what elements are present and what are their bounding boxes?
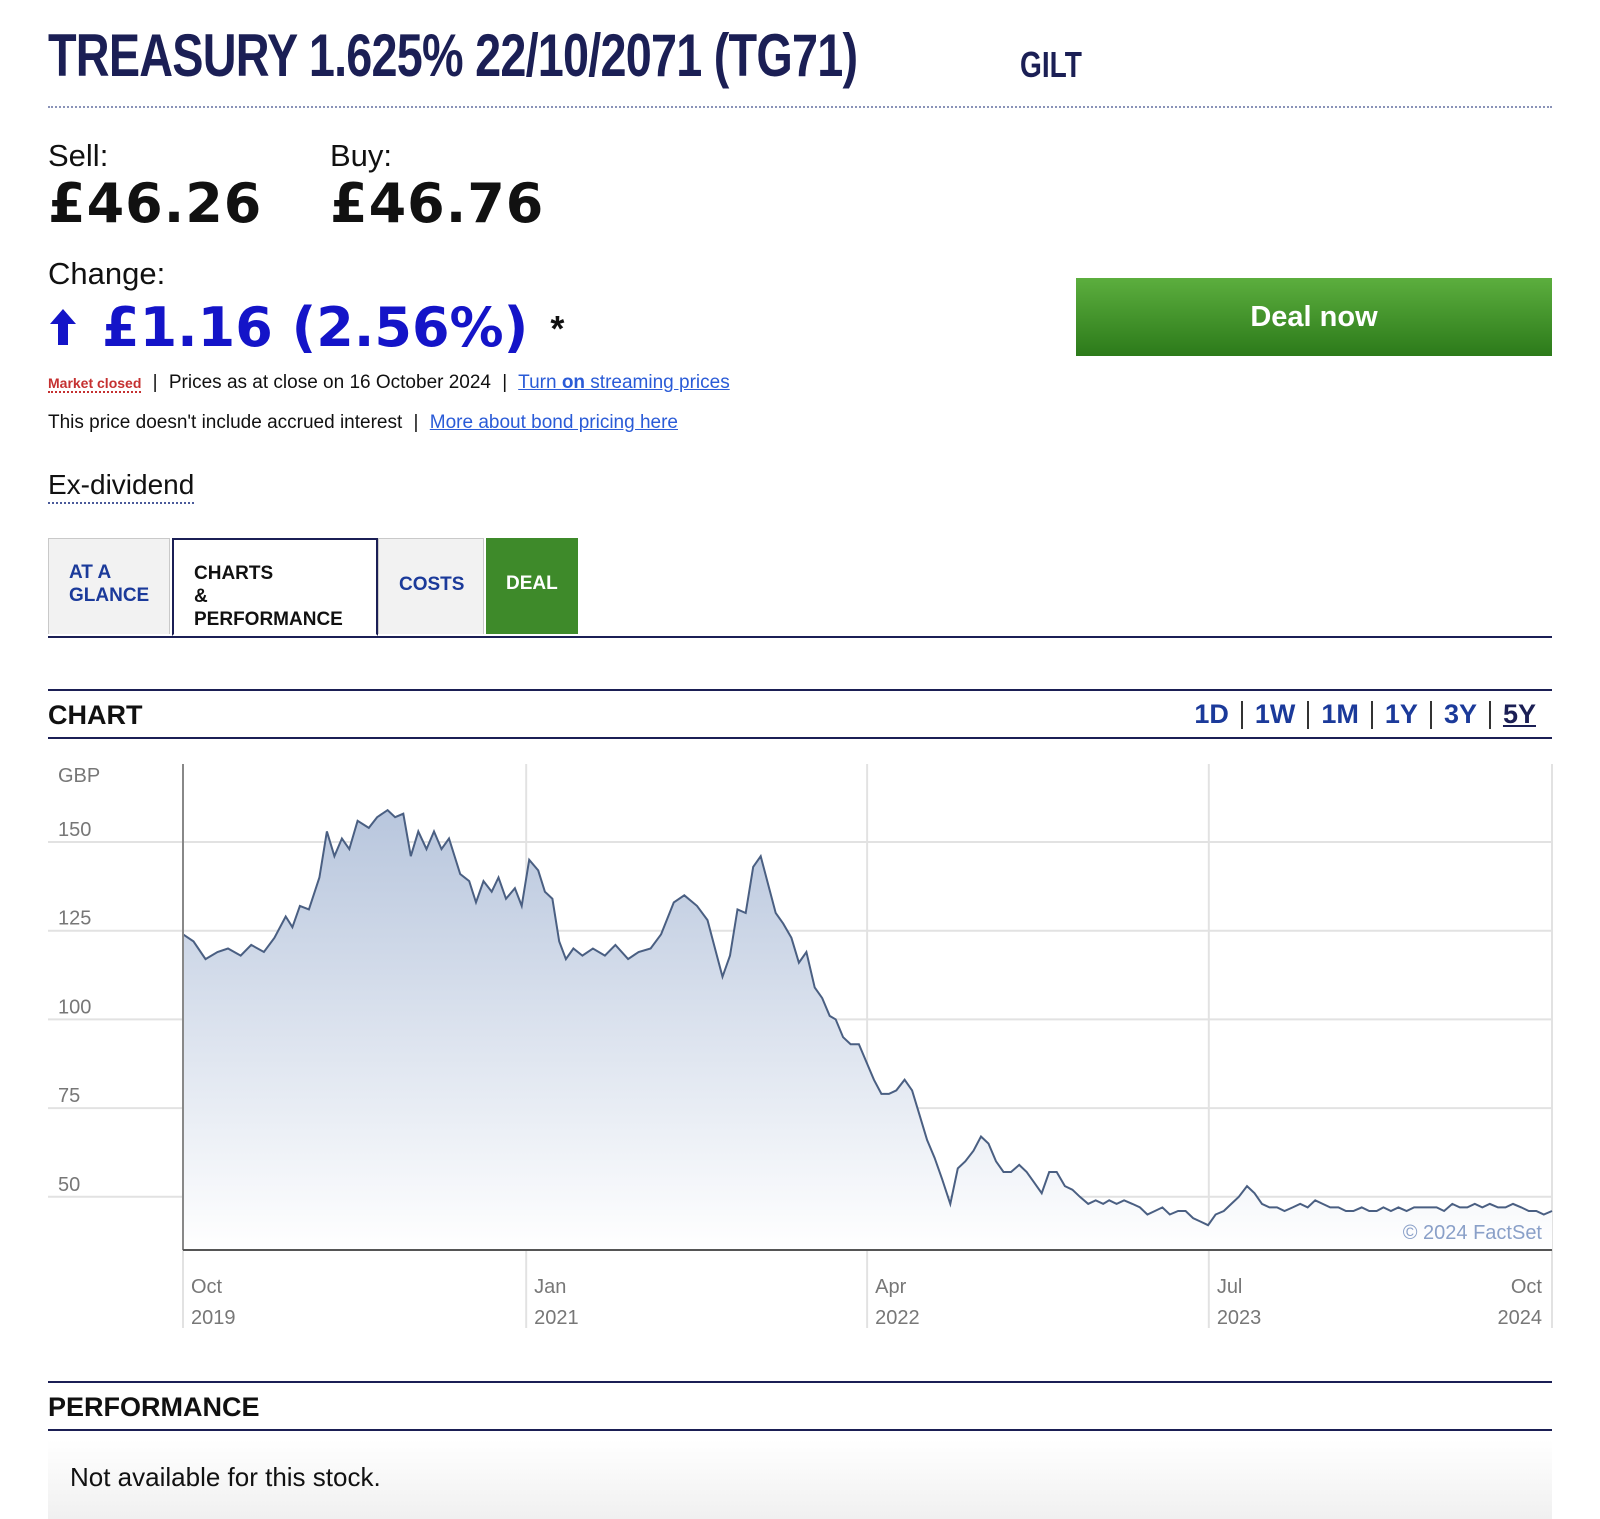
x-tick-month: Jan	[534, 1276, 566, 1298]
performance-message: Not available for this stock.	[70, 1462, 381, 1492]
x-tick-month: Apr	[875, 1276, 906, 1298]
accrued-interest-note: This price doesn't include accrued inter…	[48, 412, 403, 433]
chart-section-header: CHART 1D 1W 1M 1Y 3Y 5Y	[48, 689, 1552, 739]
x-tick-year: 2024	[1498, 1307, 1543, 1329]
divider	[1488, 700, 1491, 729]
divider: |	[413, 412, 419, 433]
streaming-link-suffix: streaming prices	[585, 372, 730, 393]
tab-at-a-glance[interactable]: AT A GLANCE	[48, 538, 170, 634]
x-tick-month: Jul	[1217, 1276, 1243, 1298]
sell-label: Sell:	[48, 138, 109, 173]
y-axis-unit-label: GBP	[58, 765, 100, 787]
change-footnote-marker: *	[550, 308, 565, 349]
streaming-prices-link[interactable]: Turn on streaming prices	[518, 372, 730, 393]
prices-as-at-text: Prices as at close on 16 October 2024	[168, 372, 492, 393]
divider	[1370, 700, 1373, 729]
sell-price: £46.26	[48, 172, 263, 235]
y-tick-label: 150	[58, 819, 91, 841]
streaming-link-prefix: Turn	[518, 372, 562, 393]
arrow-up-icon	[50, 309, 76, 345]
accrued-interest-line: This price doesn't include accrued inter…	[48, 412, 678, 434]
chart-price-line	[182, 808, 1553, 1227]
divider	[1307, 700, 1310, 729]
period-1m[interactable]: 1M	[1321, 699, 1359, 729]
tab-bar: AT A GLANCE CHARTS & PERFORMANCE COSTS D…	[48, 538, 1552, 638]
period-1y[interactable]: 1Y	[1384, 699, 1418, 729]
price-chart[interactable]: 150 125 100 75 50 GBP Oct 2019 Jan 2021 Apr 2022 Jul…	[0, 0, 1600, 1360]
period-1w[interactable]: 1W	[1254, 699, 1296, 729]
performance-section-title: PERFORMANCE	[48, 1392, 260, 1422]
tab-label-line1: CHARTS	[194, 563, 274, 584]
chart-copyright: © 2024 FactSet	[1403, 1222, 1543, 1244]
divider: |	[502, 372, 508, 393]
instrument-type-label: GILT	[1020, 44, 1082, 85]
y-tick-label: 100	[58, 996, 91, 1018]
bond-pricing-link[interactable]: More about bond pricing here	[429, 412, 678, 433]
divider	[1429, 700, 1432, 729]
buy-label: Buy:	[330, 138, 393, 173]
x-tick-year: 2021	[534, 1307, 579, 1329]
chart-axes: 150 125 100 75 50 GBP Oct 2019 Jan 2021 Apr 2022 Jul…	[58, 764, 1552, 1329]
y-tick-label: 50	[58, 1174, 80, 1196]
price-status-line: Market closed | Prices as at close on 16…	[48, 372, 730, 394]
period-3y[interactable]: 3Y	[1443, 699, 1477, 729]
price-change: £1.16 (2.56%) *	[48, 294, 564, 360]
tab-label-line1: AT A	[69, 562, 112, 583]
y-tick-label: 75	[58, 1085, 80, 1107]
performance-panel: Not available for this stock.	[48, 1440, 1552, 1519]
tab-deal[interactable]: DEAL	[486, 538, 578, 634]
streaming-link-bold: on	[561, 372, 586, 393]
tab-label-line2: & PERFORMANCE	[194, 586, 343, 630]
divider	[1240, 700, 1243, 729]
period-5y[interactable]: 5Y	[1502, 699, 1536, 729]
change-label: Change:	[48, 256, 166, 291]
x-tick-year: 2023	[1217, 1307, 1262, 1329]
x-tick-month: Oct	[1511, 1276, 1543, 1298]
chart-area-fill	[183, 810, 1552, 1250]
period-selector: 1D 1W 1M 1Y 3Y 5Y	[1182, 699, 1548, 730]
divider: |	[152, 372, 158, 393]
tab-charts-performance[interactable]: CHARTS & PERFORMANCE	[172, 538, 378, 636]
tab-label-line1: COSTS	[399, 574, 465, 595]
x-tick-year: 2022	[875, 1307, 920, 1329]
chart-section-title: CHART	[48, 700, 143, 730]
page-title: TREASURY 1.625% 22/10/2071 (TG71)	[48, 22, 858, 89]
y-tick-label: 125	[58, 908, 91, 930]
tab-costs[interactable]: COSTS	[378, 538, 484, 634]
tab-label-line1: DEAL	[506, 573, 558, 594]
tab-label-line2: GLANCE	[69, 585, 150, 606]
performance-section-header: PERFORMANCE	[48, 1381, 1552, 1431]
buy-price: £46.76	[330, 172, 545, 235]
page-title-row: TREASURY 1.625% 22/10/2071 (TG71) GILT	[48, 20, 1552, 108]
change-value: £1.16 (2.56%)	[102, 295, 529, 359]
deal-now-button[interactable]: Deal now	[1076, 278, 1552, 356]
market-status-badge[interactable]: Market closed	[48, 375, 142, 393]
x-tick-month: Oct	[191, 1276, 223, 1298]
x-tick-year: 2019	[191, 1307, 236, 1329]
ex-dividend-label[interactable]: Ex-dividend	[48, 468, 195, 504]
period-1d[interactable]: 1D	[1194, 699, 1229, 729]
